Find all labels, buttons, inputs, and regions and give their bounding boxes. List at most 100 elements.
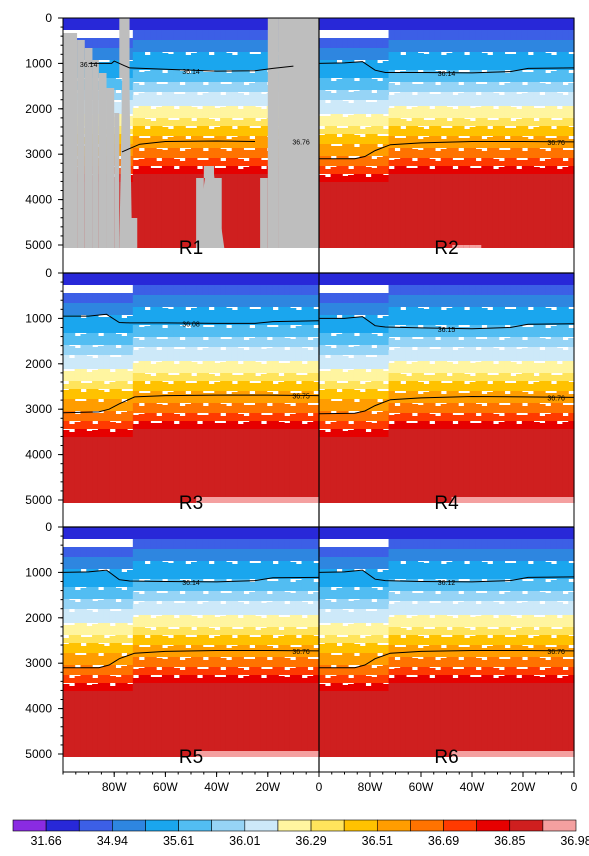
salinity-cell [80, 527, 87, 539]
salinity-cell [289, 615, 297, 627]
salinity-cell [487, 527, 494, 539]
salinity-cell [400, 683, 407, 757]
salinity-cell [115, 79, 122, 90]
salinity-cell [63, 557, 70, 569]
salinity-cell [359, 384, 366, 389]
salinity-cell [173, 148, 180, 158]
salinity-cell [521, 415, 529, 421]
salinity-cell [516, 364, 523, 373]
salinity-cell [411, 40, 419, 52]
salinity-cell [487, 174, 494, 248]
salinity-cell [550, 429, 558, 503]
salinity-cell [127, 609, 134, 623]
salinity-cell [463, 92, 471, 106]
salinity-cell [97, 413, 105, 421]
salinity-cell [301, 403, 308, 413]
salinity-cell [527, 92, 535, 106]
salinity-cell [568, 92, 575, 106]
salinity-cell [539, 108, 546, 118]
colorbar-swatch [145, 819, 179, 832]
salinity-cell [510, 121, 517, 126]
salinity-cell [138, 561, 146, 579]
salinity-cell [475, 18, 482, 30]
salinity-cell [191, 362, 198, 373]
salinity-cell [179, 527, 186, 539]
salinity-cell [516, 349, 523, 361]
salinity-cell [74, 655, 82, 665]
salinity-cell [359, 437, 366, 503]
topography-mask [260, 178, 268, 248]
salinity-cell [202, 421, 210, 429]
salinity-cell [185, 615, 192, 627]
salinity-cell [86, 345, 93, 355]
salinity-cell [371, 389, 378, 399]
salinity-cell [556, 120, 564, 126]
salinity-cell [527, 118, 535, 126]
salinity-cell [255, 273, 262, 285]
salinity-cell [330, 336, 337, 345]
salinity-cell [405, 635, 413, 645]
salinity-cell [510, 675, 517, 683]
salinity-cell [394, 683, 401, 757]
salinity-cell [307, 429, 314, 503]
salinity-cell [161, 166, 169, 174]
salinity-cell [92, 430, 99, 437]
contour-label: 36.08 [182, 321, 200, 328]
salinity-cell [556, 618, 564, 627]
salinity-cell [359, 646, 366, 653]
salinity-cell [150, 667, 157, 675]
salinity-cell [179, 106, 186, 118]
salinity-cell [103, 429, 111, 437]
salinity-cell [319, 182, 326, 248]
salinity-cell [545, 159, 552, 166]
salinity-cell [121, 590, 128, 599]
salinity-cell [504, 54, 511, 70]
salinity-cell [185, 383, 192, 391]
salinity-cell [527, 384, 535, 391]
salinity-cell [161, 627, 169, 635]
salinity-cell [521, 373, 529, 381]
salinity-cell [260, 349, 268, 361]
salinity-cell [342, 356, 349, 369]
salinity-cell [487, 667, 494, 675]
salinity-cell [132, 579, 140, 591]
salinity-cell [289, 308, 297, 325]
salinity-cell [225, 328, 233, 337]
salinity-cell [150, 381, 157, 391]
salinity-cell [191, 53, 198, 70]
salinity-cell [545, 347, 552, 361]
salinity-cell [568, 582, 575, 591]
salinity-cell [550, 30, 558, 40]
salinity-cell [434, 549, 442, 561]
salinity-cell [138, 393, 146, 403]
salinity-cell [196, 169, 204, 174]
salinity-cell [220, 627, 227, 635]
salinity-cell [249, 295, 256, 307]
salinity-cell [440, 413, 448, 421]
salinity-cell [272, 627, 279, 635]
salinity-cell [521, 30, 529, 40]
salinity-cell [411, 627, 419, 635]
salinity-cell [545, 539, 552, 549]
salinity-cell [533, 429, 540, 503]
salinity-cell [504, 158, 511, 166]
salinity-cell [289, 361, 297, 373]
salinity-cell [138, 668, 146, 675]
salinity-cell [400, 148, 407, 158]
salinity-cell [394, 549, 401, 561]
salinity-cell [423, 295, 430, 307]
salinity-cell [556, 307, 564, 325]
salinity-cell [80, 429, 87, 437]
salinity-cell [481, 53, 488, 70]
salinity-cell [411, 161, 419, 166]
salinity-cell [289, 635, 297, 645]
salinity-cell [475, 161, 482, 166]
salinity-cell [127, 129, 134, 134]
salinity-cell [249, 158, 256, 166]
salinity-cell [156, 70, 163, 82]
salinity-cell [266, 635, 274, 645]
salinity-cell [144, 403, 151, 413]
salinity-cell [220, 339, 227, 347]
salinity-cell [191, 683, 198, 757]
salinity-cell [115, 348, 122, 355]
